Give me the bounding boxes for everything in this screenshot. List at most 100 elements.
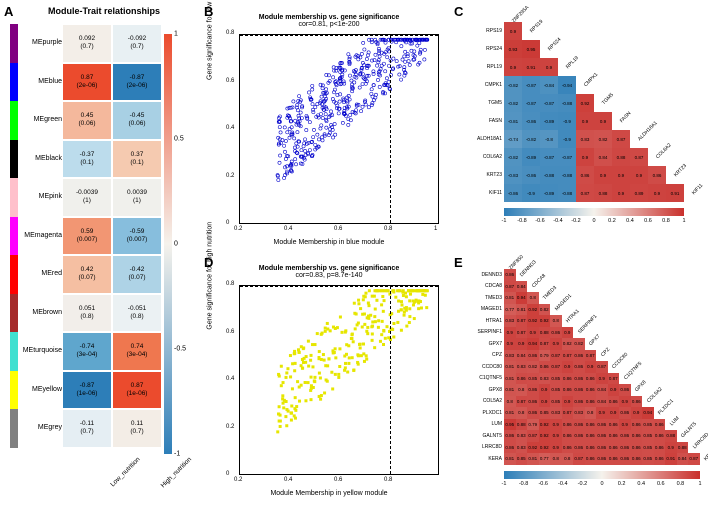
corr-cell: 0.9 bbox=[504, 338, 516, 350]
heatmap-cell: -0.87(2e-06) bbox=[112, 63, 162, 102]
corr-cell: 0.94 bbox=[642, 407, 654, 419]
corr-cell: -0.86 bbox=[522, 166, 540, 184]
corr-row-label: LRRC8D bbox=[458, 444, 502, 450]
corr-diag-label: COL6A2 bbox=[655, 142, 673, 160]
corr-row-label: MAGED1 bbox=[458, 306, 502, 312]
corr-cell: 0.86 bbox=[619, 384, 631, 396]
corr-cell: 0.86 bbox=[596, 419, 608, 431]
ytick: 0.8 bbox=[226, 30, 234, 36]
corr-cell: 0.86 bbox=[562, 384, 574, 396]
corr-cell: -0.9 bbox=[558, 130, 576, 148]
corr-cell: 0.91 bbox=[666, 184, 684, 202]
corr-diag-label: CMPK1 bbox=[583, 72, 599, 88]
dashed-threshold-h bbox=[240, 35, 438, 36]
corr-cell: 0.85 bbox=[550, 373, 562, 385]
panel-b: B Module membership vs. gene significanc… bbox=[204, 4, 454, 254]
corr-cell: 0.9 bbox=[631, 407, 643, 419]
heatmap-cell: -0.11(0.7) bbox=[62, 409, 112, 448]
module-color-swatch bbox=[10, 332, 18, 371]
module-color-swatch bbox=[10, 140, 18, 179]
corr-cell: 0.86 bbox=[573, 350, 585, 362]
corr-diag-label: KRT23 bbox=[673, 163, 688, 178]
corr-cell: -0.82 bbox=[504, 76, 522, 94]
module-label: MEpink bbox=[20, 178, 62, 217]
corr-cell: 0.86 bbox=[527, 407, 539, 419]
corr-cell: 0.86 bbox=[539, 361, 551, 373]
corr-cell: 0.82 bbox=[594, 130, 612, 148]
corr-row-label: KRT23 bbox=[458, 172, 502, 178]
corr-cell: 0.84 bbox=[594, 148, 612, 166]
corr-cell: 0.9 bbox=[550, 430, 562, 442]
xtick: 0.6 bbox=[334, 226, 342, 232]
corr-cell: 0.86 bbox=[596, 453, 608, 465]
corr-cell: 0.86 bbox=[562, 373, 574, 385]
corr-cell: 0.79 bbox=[539, 350, 551, 362]
corr-cell: 0.9 bbox=[550, 419, 562, 431]
heatmap-cell: 0.42(0.07) bbox=[62, 255, 112, 294]
heatmap-cell: -0.0039(1) bbox=[62, 178, 112, 217]
ytick: 0.2 bbox=[226, 173, 234, 179]
module-color-swatch bbox=[10, 101, 18, 140]
corr-cell: 0.81 bbox=[504, 373, 516, 385]
panel-e-label: E bbox=[454, 255, 463, 270]
row-de: D Module membership vs. gene significanc… bbox=[204, 255, 708, 506]
corr-cb-tick: 0 bbox=[592, 218, 595, 224]
corr-cell: 0.86 bbox=[573, 384, 585, 396]
corr-cell: 0.9 bbox=[612, 166, 630, 184]
corr-row-label: RPS19 bbox=[458, 28, 502, 34]
corr-diag-label: DENND3 bbox=[519, 259, 538, 278]
corr-cell: 0.86 bbox=[562, 442, 574, 454]
corr-row-label: CDCA8 bbox=[458, 283, 502, 289]
corr-cell: -0.8 bbox=[540, 130, 558, 148]
corr-diag-label: RPS24 bbox=[547, 37, 562, 52]
corr-row-label: COL5A2 bbox=[458, 398, 502, 404]
corr-cell: 0.86 bbox=[573, 442, 585, 454]
corr-row-label: CPZ bbox=[458, 352, 502, 358]
corr-diag-label: CCDC80 bbox=[611, 351, 629, 369]
corr-cell: 0.82 bbox=[562, 338, 574, 350]
corr-cell: -0.88 bbox=[558, 166, 576, 184]
corr-cell: 0.87 bbox=[562, 350, 574, 362]
corr-cell: 0.9 bbox=[550, 338, 562, 350]
corr-row-label: PLXDC1 bbox=[458, 410, 502, 416]
corr-cell: 0.88 bbox=[612, 148, 630, 166]
corr-cell: -0.82 bbox=[504, 148, 522, 166]
corr-cell: 0.84 bbox=[596, 384, 608, 396]
corr-cell: 0.92 bbox=[539, 442, 551, 454]
corr-cell: 0.85 bbox=[539, 407, 551, 419]
xtick: 0.2 bbox=[234, 477, 242, 483]
corr-cell: 0.9 bbox=[562, 327, 574, 339]
corr-cell: 0.83 bbox=[573, 407, 585, 419]
corr-cell: 0.84 bbox=[596, 396, 608, 408]
corr-row-label: LUM bbox=[458, 421, 502, 427]
corr-cell: 0.87 bbox=[504, 281, 516, 293]
corr-row-label: C1QTNF5 bbox=[458, 375, 502, 381]
corr-cell: 0.88 bbox=[665, 430, 677, 442]
corr-cell: -0.9 bbox=[522, 184, 540, 202]
heatmap-cell: -0.74(3e-04) bbox=[62, 332, 112, 371]
corr-cell: 0.92 bbox=[576, 94, 594, 112]
corr-cell: 0.87 bbox=[516, 396, 528, 408]
corr-cell: 0.9 bbox=[539, 384, 551, 396]
corr-cell: 0.83 bbox=[504, 315, 516, 327]
corr-diag-label: TMED3 bbox=[542, 285, 558, 301]
corr-cell: 0.92 bbox=[527, 315, 539, 327]
corr-cb-tick: 1 bbox=[698, 481, 701, 487]
corr-diag-label: PLXDC1 bbox=[657, 398, 675, 416]
heatmap-cell: 0.092(0.7) bbox=[62, 24, 112, 63]
corr-cell: 0.9 bbox=[504, 327, 516, 339]
ytick: 0.6 bbox=[226, 329, 234, 335]
module-label: MEmagenta bbox=[20, 217, 62, 256]
corr-cell: 0.9 bbox=[594, 112, 612, 130]
corr-cell: 0.81 bbox=[504, 361, 516, 373]
corr-row-label: GALNT5 bbox=[458, 433, 502, 439]
corr-row-label: COL6A2 bbox=[458, 154, 502, 160]
module-trait-heatmap: Module-Trait relationships MEpurple0.092… bbox=[4, 4, 204, 504]
panel-c: C RPS19RPS24RPL19CMPK1TGM5FASNALDH18A1CO… bbox=[454, 4, 708, 254]
corr-cell: 0.86 bbox=[573, 396, 585, 408]
corr-cell: 0.86 bbox=[562, 430, 574, 442]
module-color-swatch bbox=[10, 24, 18, 63]
corr-diag-label: C1QTNF5 bbox=[623, 361, 643, 381]
corr-cb-tick: 1 bbox=[682, 218, 685, 224]
module-color-swatch bbox=[10, 409, 18, 448]
